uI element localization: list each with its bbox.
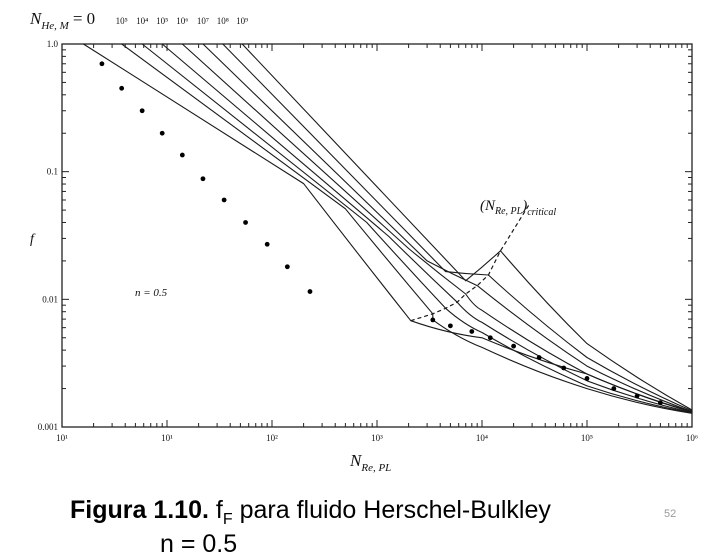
- y-axis-label: f: [30, 232, 36, 247]
- caption-f: f: [215, 496, 223, 524]
- figure-caption: Figura 1.10. fF para fluido Herschel-Bul…: [0, 492, 720, 558]
- friction-factor-chart: 10¹ 10¹ 10² 10³ 10⁴ 10⁵ 10⁶ 1.0 0.1 0.01 0.001 10…: [29, 9, 698, 474]
- laminar-marker: [284, 264, 290, 270]
- caption-continuation: n = 0.5: [160, 530, 238, 558]
- series-curve-3: [161, 43, 693, 414]
- x-tick-label: 10⁵: [581, 433, 593, 443]
- series-curve-2: [141, 43, 693, 414]
- turbulent-marker: [584, 376, 590, 381]
- legend-header: NHe, M = 0: [29, 9, 95, 32]
- series-curve-4: [181, 43, 693, 413]
- turbulent-marker: [430, 317, 436, 323]
- caption-number: Figura 1.10.: [70, 496, 209, 524]
- y-tick-label: 0.001: [38, 422, 58, 432]
- x-tick-labels: 10¹ 10¹ 10² 10³ 10⁴ 10⁵ 10⁶: [56, 433, 698, 443]
- turbulent-marker: [447, 323, 453, 329]
- x-tick-label: 10⁴: [476, 433, 488, 443]
- laminar-marker: [179, 152, 185, 158]
- series-curves: [83, 43, 693, 414]
- laminar-marker: [221, 197, 227, 203]
- y-tick-label: 0.01: [42, 294, 58, 304]
- y-tick-label: 0.1: [47, 167, 58, 177]
- laminar-marker: [99, 61, 105, 67]
- x-tick-label: 10³: [371, 433, 383, 443]
- turbulent-marker: [561, 365, 567, 371]
- series-label: 10⁸: [217, 16, 229, 26]
- laminar-marker: [264, 241, 270, 247]
- axis-ticks: [61, 44, 692, 428]
- series-labels: 10⁵ 10⁴ 10⁵ 10⁶ 10⁷ 10⁸ 10⁹: [116, 16, 249, 26]
- laminar-marker: [243, 220, 248, 225]
- caption-line: Figura 1.10. fF para fluido Herschel-Bul…: [70, 496, 551, 529]
- series-label: 10⁶: [176, 16, 188, 26]
- series-curve-0: [83, 43, 693, 413]
- turbulent-marker: [469, 329, 475, 334]
- series-curve-5: [202, 43, 693, 413]
- series-curve-6: [222, 43, 693, 412]
- x-tick-label: 10¹: [161, 433, 173, 443]
- x-tick-label: 10⁶: [686, 433, 698, 443]
- y-tick-labels: 1.0 0.1 0.01 0.001: [38, 39, 59, 432]
- x-tick-label: 10¹: [56, 433, 68, 443]
- turbulent-marker: [634, 393, 640, 399]
- laminar-marker: [200, 176, 206, 182]
- turbulent-marker: [657, 400, 663, 406]
- series-label: 10⁹: [236, 16, 248, 26]
- caption-text: para fluido Herschel-Bulkley: [232, 496, 551, 524]
- caption-f-subscript: F: [222, 511, 233, 528]
- laminar-marker: [119, 85, 125, 91]
- series-curve-7: [241, 43, 693, 411]
- turbulent-marker: [511, 343, 517, 349]
- page-number: 52: [664, 508, 677, 520]
- series-curve-1: [121, 43, 693, 414]
- n-value-label: n = 0.5: [135, 287, 168, 299]
- critical-label: (NRe, PL)critical: [480, 198, 556, 218]
- series-label: 10⁵: [156, 16, 168, 26]
- series-label: 10⁴: [136, 16, 148, 26]
- plot-frame: [61, 43, 693, 428]
- x-axis-label: NRe, PL: [349, 451, 391, 474]
- laminar-marker: [307, 289, 313, 294]
- turbulent-marker: [611, 386, 617, 391]
- x-tick-label: 10²: [266, 433, 278, 443]
- laminar-marker: [159, 130, 165, 136]
- turbulent-marker: [487, 335, 493, 341]
- laminar-marker: [139, 108, 145, 114]
- series-label: 10⁷: [197, 16, 209, 26]
- data-markers: [99, 61, 663, 406]
- turbulent-marker: [536, 355, 542, 360]
- series-label: 10⁵: [116, 16, 128, 26]
- y-tick-label: 1.0: [47, 39, 59, 49]
